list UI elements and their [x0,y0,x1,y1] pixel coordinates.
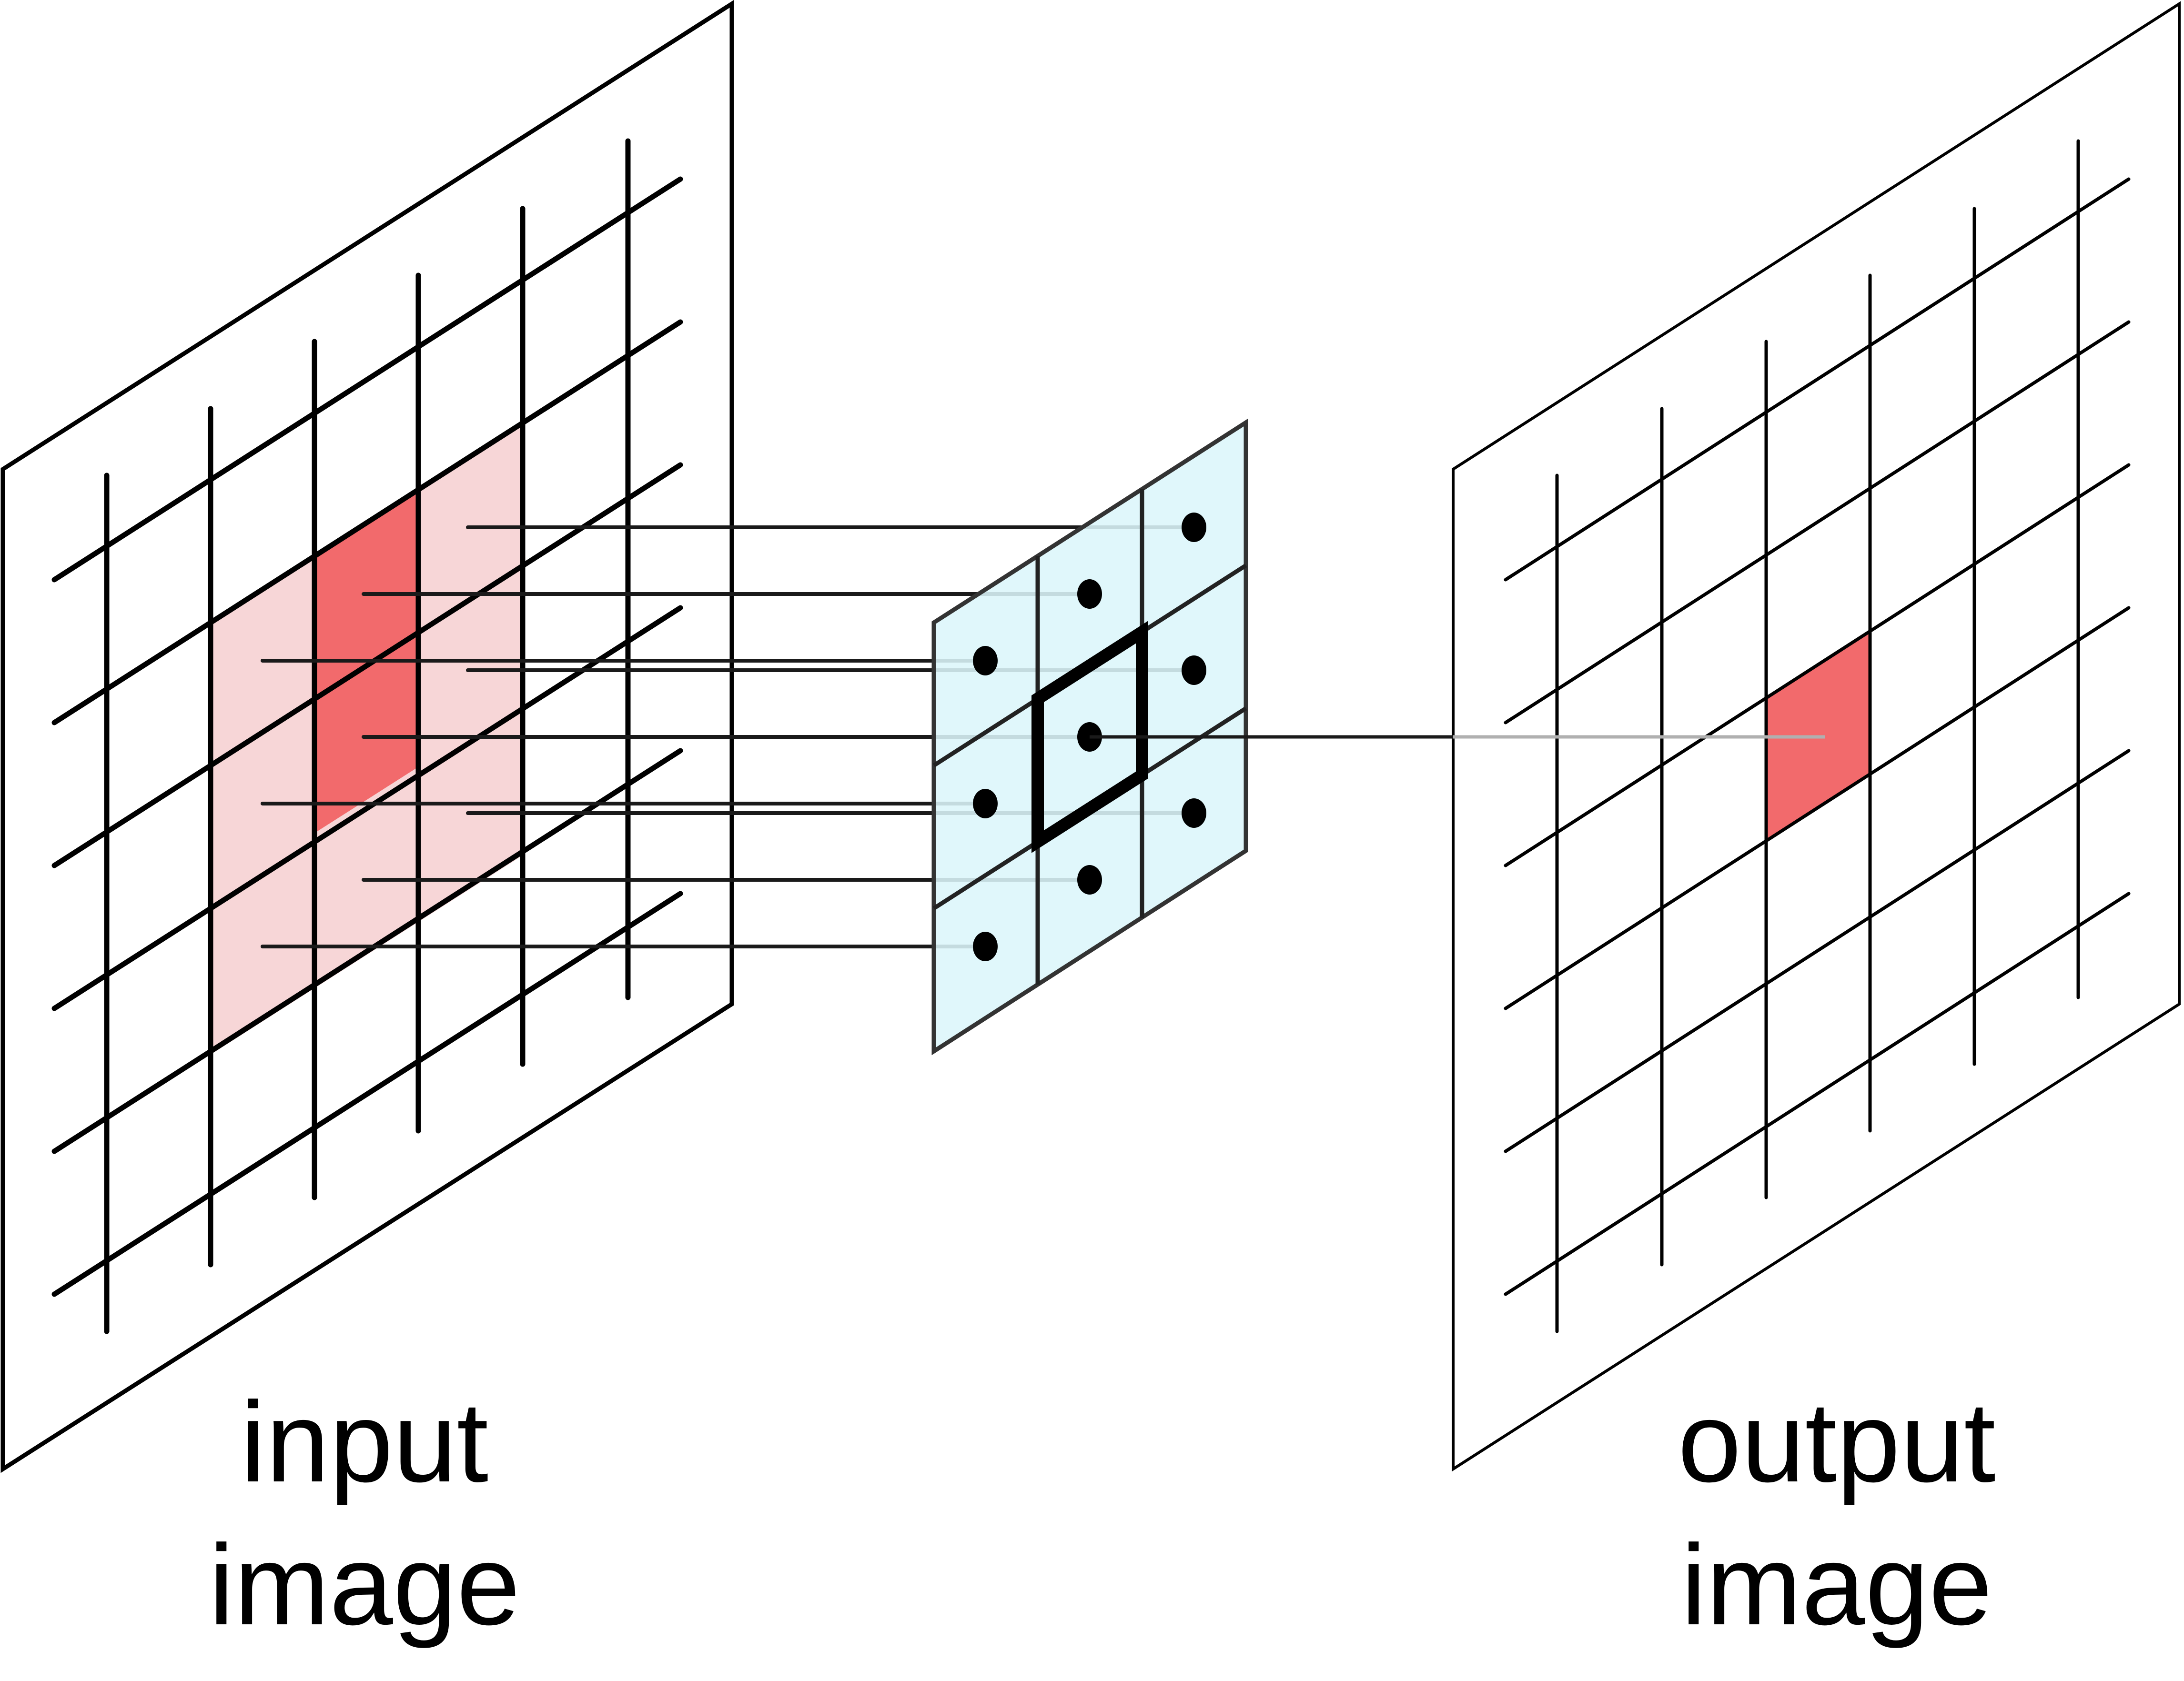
output-grid-horizontal-lines [1504,177,2131,1296]
input-grid-vertical-lines [104,138,631,1334]
input-label-line1: input [241,1378,488,1506]
kernel-sample-point [973,932,998,961]
input-grid-horizontal-lines [51,176,683,1297]
input-label-line2: image [209,1521,520,1649]
output-image-label: output image [1678,1378,1995,1649]
kernel-sample-point [973,646,998,675]
output-label-line1: output [1678,1378,1995,1506]
kernel-sample-points [973,513,1206,961]
output-label-line2: image [1681,1521,1992,1649]
output-grid-vertical-lines [1555,139,2080,1333]
input-image-label: input image [209,1378,520,1649]
kernel-sample-point [1077,579,1102,609]
kernel-sample-point [1182,513,1206,542]
kernel-sample-point [1077,865,1102,895]
kernel-center-cell-highlight [1031,621,1148,853]
kernel-sample-point [1182,798,1206,828]
kernel-sample-point [973,789,998,818]
kernel-sample-point [1182,655,1206,685]
